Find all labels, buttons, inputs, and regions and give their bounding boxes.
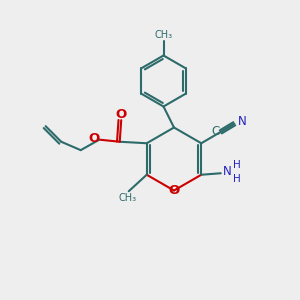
Text: C: C: [211, 125, 219, 138]
Text: O: O: [168, 184, 180, 197]
Text: O: O: [88, 132, 100, 145]
Text: N: N: [238, 115, 247, 128]
Text: O: O: [116, 108, 127, 121]
Text: CH₃: CH₃: [118, 193, 136, 203]
Text: N: N: [223, 165, 232, 178]
Text: H: H: [233, 174, 241, 184]
Text: CH₃: CH₃: [154, 29, 172, 40]
Text: H: H: [233, 160, 241, 170]
